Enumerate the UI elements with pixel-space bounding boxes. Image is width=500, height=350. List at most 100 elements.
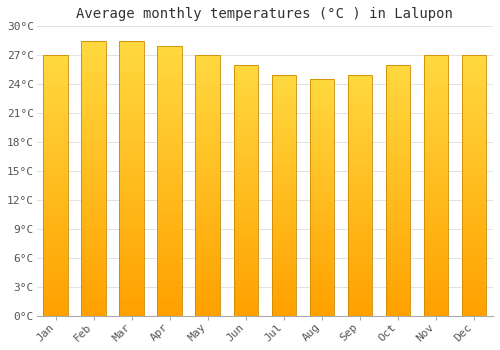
Bar (120, 55, 144, 57)
Bar (44, 100, 68, 102)
Bar (462, 170, 486, 173)
Bar (196, 314, 220, 316)
Bar (44, 61, 68, 63)
Bar (82, 104, 106, 107)
Bar (82, 65, 106, 68)
Bar (424, 74, 448, 76)
Bar (82, 71, 106, 74)
Bar (462, 84, 486, 86)
Bar (196, 97, 220, 100)
Bar (462, 300, 486, 303)
Bar (386, 203, 410, 205)
Bar (462, 269, 486, 272)
Bar (386, 115, 410, 118)
Bar (120, 104, 144, 107)
Bar (386, 223, 410, 226)
Bar (234, 303, 258, 306)
Bar (82, 269, 106, 272)
Bar (82, 79, 106, 82)
Bar (272, 232, 296, 234)
Bar (386, 256, 410, 258)
Bar (424, 280, 448, 282)
Bar (158, 81, 182, 83)
Bar (44, 110, 68, 113)
Bar (310, 132, 334, 134)
Bar (234, 193, 258, 196)
Bar (44, 219, 68, 222)
Bar (348, 282, 372, 285)
Bar (462, 81, 486, 84)
Bar (424, 194, 448, 196)
Bar (348, 91, 372, 94)
Bar (158, 284, 182, 286)
Bar (234, 83, 258, 85)
Bar (196, 243, 220, 246)
Bar (196, 133, 220, 136)
Bar (44, 295, 68, 298)
Bar (120, 195, 144, 198)
Bar (234, 268, 258, 271)
Bar (158, 232, 182, 235)
Bar (158, 289, 182, 292)
Bar (272, 208, 296, 210)
Bar (158, 275, 182, 278)
Bar (196, 274, 220, 277)
Bar (196, 141, 220, 144)
Bar (158, 194, 182, 197)
Bar (462, 199, 486, 201)
Bar (272, 246, 296, 248)
Bar (120, 115, 144, 118)
Bar (158, 303, 182, 305)
Bar (120, 181, 144, 184)
Bar (158, 181, 182, 183)
Bar (272, 309, 296, 311)
Bar (82, 206, 106, 209)
Bar (234, 198, 258, 201)
Bar (424, 225, 448, 228)
Bar (82, 129, 106, 132)
Bar (310, 264, 334, 266)
Bar (234, 263, 258, 266)
Bar (158, 119, 182, 121)
Bar (386, 138, 410, 140)
Bar (272, 138, 296, 140)
Bar (310, 79, 334, 316)
Bar (196, 178, 220, 181)
Bar (82, 57, 106, 60)
Bar (424, 61, 448, 63)
Bar (462, 235, 486, 238)
Bar (44, 290, 68, 293)
Bar (462, 311, 486, 314)
Bar (348, 145, 372, 147)
Bar (120, 167, 144, 170)
Bar (196, 86, 220, 89)
Bar (158, 254, 182, 257)
Bar (158, 170, 182, 173)
Bar (120, 132, 144, 134)
Bar (462, 225, 486, 228)
Bar (386, 113, 410, 115)
Bar (82, 231, 106, 233)
Bar (348, 234, 372, 236)
Bar (348, 294, 372, 297)
Bar (196, 204, 220, 206)
Bar (424, 123, 448, 126)
Bar (44, 272, 68, 274)
Bar (348, 210, 372, 212)
Bar (386, 296, 410, 299)
Bar (272, 260, 296, 263)
Bar (462, 55, 486, 316)
Bar (44, 306, 68, 308)
Bar (310, 252, 334, 254)
Bar (272, 87, 296, 89)
Bar (234, 281, 258, 284)
Bar (120, 46, 144, 49)
Bar (272, 111, 296, 113)
Bar (272, 154, 296, 157)
Bar (44, 139, 68, 141)
Bar (234, 123, 258, 125)
Bar (348, 292, 372, 294)
Bar (82, 102, 106, 104)
Bar (196, 215, 220, 217)
Bar (386, 266, 410, 268)
